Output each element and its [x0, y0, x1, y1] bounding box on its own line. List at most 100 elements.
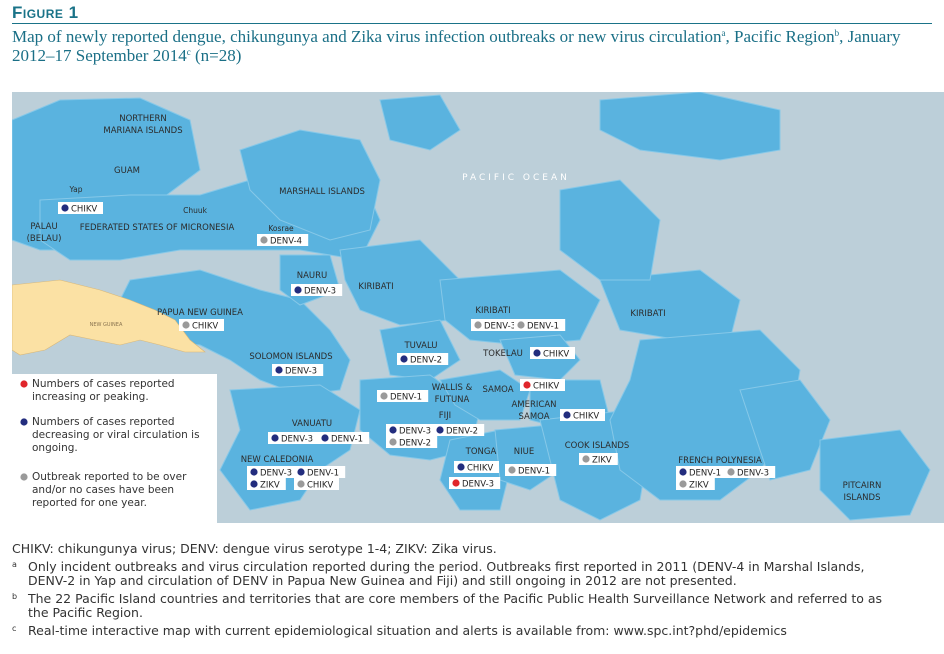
map: PACIFIC OCEAN NEW GUINEA NORTHERN MARIANA I… — [12, 92, 944, 523]
outbreak-dot — [389, 426, 397, 434]
outbreak-label: DENV-2 — [399, 438, 431, 448]
place-label: PAPUA NEW GUINEA — [157, 308, 243, 318]
outbreak-dot — [297, 480, 305, 488]
outbreak-dot — [457, 463, 465, 471]
outbreak-box — [58, 202, 103, 214]
outbreak-label: DENV-3 — [462, 479, 494, 489]
outbreak-dot — [474, 321, 482, 329]
footnote: a Only incident outbreaks and virus circu… — [12, 560, 937, 588]
outbreak-label: DENV-1 — [331, 434, 363, 444]
outbreak-box — [291, 284, 343, 296]
outbreak-box — [579, 453, 618, 465]
place-label: SAMOA — [518, 412, 549, 422]
place-label: PALAU — [30, 222, 57, 232]
legend-dot — [20, 418, 28, 426]
legend-text: Outbreak reported to be over — [32, 471, 187, 483]
title-text: Map of newly reported dengue, chikunguny… — [12, 27, 722, 46]
outbreak-dot — [452, 479, 460, 487]
outbreak-dot — [563, 411, 571, 419]
place-label: FRENCH POLYNESIA — [678, 456, 762, 466]
outbreak-box — [386, 436, 438, 448]
outbreak-box — [676, 478, 715, 490]
figure-title: Map of newly reported dengue, chikunguny… — [12, 27, 937, 65]
outbreak-label: DENV-3 — [399, 426, 431, 436]
place-label: WALLIS & — [432, 383, 473, 393]
outbreak-box — [471, 319, 523, 331]
outbreak-label: DENV-3 — [281, 434, 313, 444]
outbreak-box — [530, 347, 575, 359]
outbreak-dot — [294, 286, 302, 294]
notes: CHIKV: chikungunya virus; DENV: dengue v… — [12, 542, 937, 638]
outbreak-box — [247, 478, 286, 490]
outbreak-label: DENV-1 — [307, 468, 339, 478]
outbreak-dot — [679, 468, 687, 476]
footnote-line: The 22 Pacific Island countries and terr… — [28, 591, 883, 606]
outbreak-box — [257, 234, 309, 246]
place-label: FIJI — [439, 411, 451, 421]
place-label: (BELAU) — [27, 234, 62, 244]
outbreak-label: CHIKV — [467, 463, 493, 473]
outbreak-box — [449, 477, 501, 489]
outbreak-box — [724, 466, 776, 478]
place-label: AMERICAN — [511, 400, 556, 410]
outbreak-label: CHIKV — [192, 321, 218, 331]
place-label: PITCAIRN — [843, 481, 882, 491]
place-label: GUAM — [114, 166, 140, 176]
outbreak-dot — [679, 480, 687, 488]
place-label: TONGA — [465, 447, 497, 457]
place-label: ISLANDS — [844, 493, 881, 503]
outbreak-label: DENV-1 — [390, 392, 422, 402]
rule — [12, 23, 932, 24]
outbreak-label: CHIKV — [533, 381, 559, 391]
place-label: TUVALU — [403, 341, 437, 351]
outbreak-label: CHIKV — [573, 411, 599, 421]
legend-text: increasing or peaking. — [32, 391, 149, 403]
eez-zones — [12, 92, 931, 521]
outbreak-label: DENV-3 — [260, 468, 292, 478]
abbreviations: CHIKV: chikungunya virus; DENV: dengue v… — [12, 541, 497, 556]
outbreak-box — [294, 478, 339, 490]
figure-label: Figure 1 — [12, 3, 79, 22]
legend-box — [12, 374, 217, 523]
outbreak-dot — [389, 438, 397, 446]
outbreak-label: DENV-3 — [737, 468, 769, 478]
place-label: MARIANA ISLANDS — [103, 126, 182, 136]
outbreak-label: DENV-3 — [285, 366, 317, 376]
outbreak-box — [386, 424, 438, 436]
land-label: NEW GUINEA — [90, 322, 123, 328]
footnote-line: Only incident outbreaks and virus circul… — [28, 559, 865, 574]
outbreak-box — [268, 432, 320, 444]
outbreak-box — [676, 466, 728, 478]
title-sup: b — [834, 28, 840, 38]
outbreak-box — [560, 409, 605, 421]
outbreak-dot — [400, 355, 408, 363]
outbreak-box — [397, 353, 449, 365]
outbreak-box — [454, 461, 499, 473]
outbreak-label: DENV-2 — [446, 426, 478, 436]
legend-text: Numbers of cases reported — [32, 416, 175, 428]
outbreak-dot — [727, 468, 735, 476]
outbreak-label: CHIKV — [307, 480, 333, 490]
place-label: MARSHALL ISLANDS — [279, 187, 365, 197]
legend-text: ongoing. — [32, 442, 78, 454]
outbreak-label: DENV-2 — [410, 355, 442, 365]
outbreak-label: ZIKV — [260, 480, 280, 490]
title-sup: a — [721, 28, 726, 38]
place-label: NIUE — [514, 447, 534, 457]
footnote: b The 22 Pacific Island countries and ter… — [12, 592, 937, 620]
outbreak-dot — [250, 480, 258, 488]
place-label: Yap — [69, 185, 83, 194]
outbreak-dot — [380, 392, 388, 400]
legend-dot — [20, 380, 28, 388]
outbreak-label: DENV-1 — [527, 321, 559, 331]
footnote: c Real-time interactive map with current … — [12, 624, 937, 638]
place-label: SOLOMON ISLANDS — [249, 352, 332, 362]
outbreak-box — [179, 319, 224, 331]
outbreak-dot — [517, 321, 525, 329]
outbreak-label: DENV-1 — [518, 466, 550, 476]
outbreak-dot — [321, 434, 329, 442]
land-new-guinea — [12, 279, 206, 356]
outbreak-dot — [297, 468, 305, 476]
outbreak-dot — [533, 349, 541, 357]
title-sup: c — [186, 47, 191, 57]
